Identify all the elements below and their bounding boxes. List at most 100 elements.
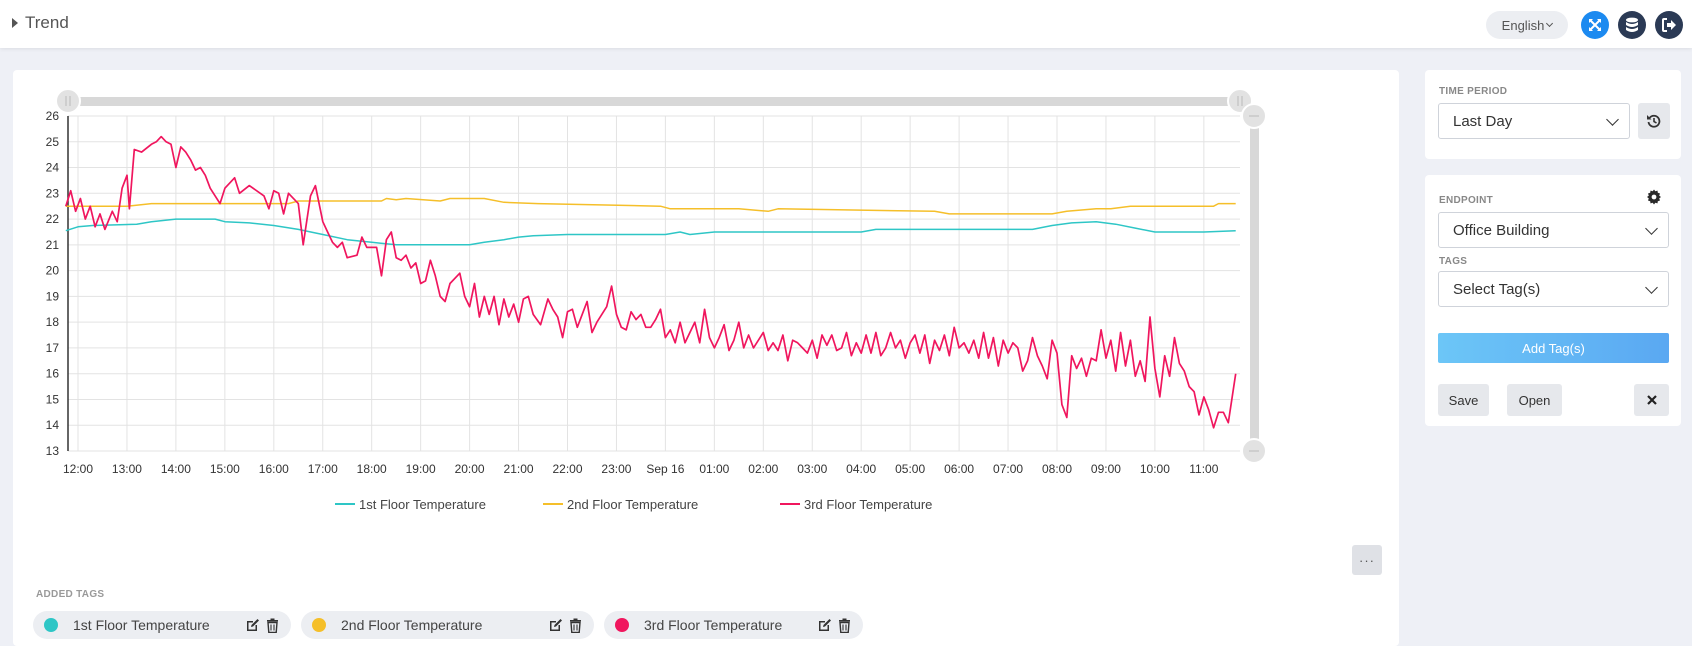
- chevron-down-icon: [1606, 113, 1619, 126]
- history-icon: [1647, 114, 1661, 128]
- trash-icon[interactable]: [569, 618, 582, 633]
- collapse-caret-icon[interactable]: [12, 18, 18, 28]
- y-tick-label: 21: [46, 238, 60, 252]
- more-options-button[interactable]: ···: [1352, 545, 1382, 575]
- range-slider-track[interactable]: [68, 97, 1240, 106]
- time-period-label: TIME PERIOD: [1439, 86, 1508, 97]
- trend-chart-panel: 13 14 15 16 17 18 19 20 21 22 23 24 25 26 12:00 13:00 1…: [13, 70, 1399, 646]
- vertical-slider-track[interactable]: [1250, 116, 1259, 451]
- chart-grid: [68, 115, 1240, 452]
- x-tick-label: 05:00: [895, 462, 925, 476]
- added-tags-label: ADDED TAGS: [36, 589, 105, 600]
- x-tick-label: 04:00: [846, 462, 876, 476]
- endpoint-label: ENDPOINT: [1439, 195, 1494, 206]
- y-tick-label: 24: [46, 161, 60, 175]
- edit-icon[interactable]: [245, 618, 260, 633]
- tag-name: 1st Floor Temperature: [73, 617, 210, 633]
- trash-icon[interactable]: [266, 618, 279, 633]
- tag-color-dot: [312, 618, 326, 632]
- series-line: [65, 218, 1236, 246]
- y-tick-label: 20: [46, 264, 60, 278]
- added-tag-chip: 3rd Floor Temperature: [604, 611, 863, 639]
- chevron-down-icon: [1645, 281, 1658, 294]
- vertical-slider-bottom-handle[interactable]: [1241, 438, 1267, 464]
- tags-placeholder: Select Tag(s): [1453, 280, 1541, 298]
- series-line: [64, 135, 1237, 429]
- chart-series: [64, 135, 1237, 429]
- chart-legend[interactable]: 1st Floor Temperature 2nd Floor Temperatu…: [335, 497, 932, 512]
- save-label: Save: [1448, 392, 1479, 408]
- x-tick-label: 11:00: [1189, 462, 1218, 476]
- x-tick-label: 21:00: [504, 462, 534, 476]
- legend-item[interactable]: 3rd Floor Temperature: [780, 497, 932, 512]
- y-tick-label: 15: [46, 392, 60, 406]
- legend-label: 1st Floor Temperature: [359, 497, 486, 512]
- add-tags-button[interactable]: Add Tag(s): [1438, 333, 1669, 363]
- y-tick-label: 16: [46, 367, 60, 381]
- time-period-select[interactable]: Last Day: [1438, 103, 1630, 139]
- x-tick-label: 17:00: [308, 462, 338, 476]
- tags-select[interactable]: Select Tag(s): [1438, 271, 1669, 307]
- tag-color-dot: [44, 618, 58, 632]
- legend-item[interactable]: 1st Floor Temperature: [335, 497, 486, 512]
- added-tag-chip: 2nd Floor Temperature: [301, 611, 594, 639]
- endpoint-panel: ENDPOINT Office Building TAGS Select Tag…: [1425, 175, 1681, 426]
- tags-label: TAGS: [1439, 256, 1468, 267]
- edit-icon[interactable]: [817, 618, 832, 633]
- series-line: [65, 197, 1236, 215]
- y-tick-label: 25: [46, 135, 60, 149]
- x-axis: 12:00 13:00 14:00 15:00 16:00 17:00 18:00 19:00…: [63, 462, 1219, 476]
- x-tick-label: 16:00: [259, 462, 289, 476]
- tag-name: 3rd Floor Temperature: [644, 617, 783, 633]
- time-period-panel: TIME PERIOD Last Day: [1425, 70, 1681, 159]
- y-tick-label: 13: [46, 444, 60, 458]
- open-button[interactable]: Open: [1507, 384, 1562, 416]
- logout-button[interactable]: [1655, 11, 1683, 39]
- close-button[interactable]: [1634, 384, 1669, 416]
- y-axis: 13 14 15 16 17 18 19 20 21 22 23 24 25 26: [46, 109, 69, 458]
- x-tick-label: 06:00: [944, 462, 974, 476]
- x-tick-label: Sep 16: [646, 462, 684, 476]
- y-tick-label: 26: [46, 109, 60, 123]
- gear-icon[interactable]: [1646, 189, 1662, 205]
- language-label: English: [1501, 17, 1545, 33]
- y-tick-label: 23: [46, 186, 60, 200]
- x-tick-label: 12:00: [63, 462, 93, 476]
- page-title: Trend: [25, 13, 69, 32]
- legend-label: 3rd Floor Temperature: [804, 497, 932, 512]
- database-icon: [1626, 17, 1638, 32]
- x-tick-label: 01:00: [699, 462, 729, 476]
- language-selector[interactable]: English: [1486, 11, 1568, 39]
- endpoint-select[interactable]: Office Building: [1438, 212, 1669, 248]
- top-header: Trend English: [0, 0, 1692, 48]
- edit-icon[interactable]: [548, 618, 563, 633]
- fullscreen-button[interactable]: [1581, 11, 1609, 39]
- x-tick-label: 10:00: [1140, 462, 1170, 476]
- add-tags-label: Add Tag(s): [1522, 340, 1585, 356]
- endpoint-value: Office Building: [1453, 221, 1550, 239]
- reset-time-button[interactable]: [1638, 103, 1670, 139]
- x-tick-label: 20:00: [455, 462, 485, 476]
- x-tick-label: 09:00: [1091, 462, 1121, 476]
- x-tick-label: 15:00: [210, 462, 240, 476]
- legend-item[interactable]: 2nd Floor Temperature: [543, 497, 698, 512]
- chevron-down-icon: [1645, 222, 1658, 235]
- vertical-slider-top-handle[interactable]: [1241, 103, 1267, 129]
- y-tick-label: 19: [46, 289, 60, 303]
- database-button[interactable]: [1618, 11, 1646, 39]
- x-tick-label: 18:00: [357, 462, 387, 476]
- tag-color-dot: [615, 618, 629, 632]
- more-options-label: ···: [1359, 552, 1375, 568]
- y-tick-label: 18: [46, 315, 60, 329]
- time-period-value: Last Day: [1453, 112, 1513, 130]
- trash-icon[interactable]: [838, 618, 851, 633]
- open-label: Open: [1518, 392, 1551, 408]
- x-tick-label: 22:00: [552, 462, 582, 476]
- y-tick-label: 22: [46, 212, 60, 226]
- range-slider-left-handle[interactable]: [55, 88, 81, 114]
- x-tick-label: 19:00: [406, 462, 436, 476]
- save-button[interactable]: Save: [1438, 384, 1489, 416]
- chevron-down-icon: [1546, 19, 1554, 28]
- added-tag-chip: 1st Floor Temperature: [33, 611, 291, 639]
